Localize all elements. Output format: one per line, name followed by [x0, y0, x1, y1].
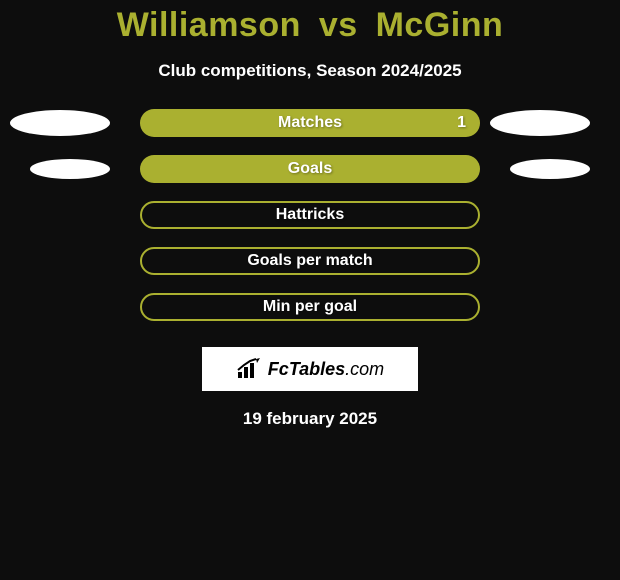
logo-box: FcTables.com — [202, 347, 418, 391]
logo-text: FcTables.com — [268, 359, 384, 380]
stat-pill: Goals — [140, 155, 480, 183]
stat-row: Goals — [0, 155, 620, 183]
logo-bars-icon — [236, 358, 262, 380]
stat-label: Matches — [140, 114, 480, 132]
stat-label: Goals — [140, 160, 480, 178]
stat-label: Goals per match — [142, 252, 478, 270]
subtitle: Club competitions, Season 2024/2025 — [0, 61, 620, 81]
stat-label: Min per goal — [142, 298, 478, 316]
stats-rows: Matches1 Goals Hattricks Goals per match Min… — [0, 109, 620, 321]
stat-pill: Hattricks — [140, 201, 480, 229]
vs-label: vs — [319, 6, 358, 44]
date-label: 19 february 2025 — [0, 409, 620, 429]
stat-pill: Goals per match — [140, 247, 480, 275]
right-value-ellipse — [510, 159, 590, 179]
right-value-ellipse — [490, 110, 590, 136]
stat-value-right: 1 — [457, 114, 466, 132]
stat-pill: Matches1 — [140, 109, 480, 137]
left-value-ellipse — [10, 110, 110, 136]
player-right-name: McGinn — [376, 6, 504, 44]
stat-row: Goals per match — [0, 247, 620, 275]
stat-label: Hattricks — [142, 206, 478, 224]
left-value-ellipse — [30, 159, 110, 179]
page-title: Williamson vs McGinn — [0, 6, 620, 45]
stat-pill: Min per goal — [140, 293, 480, 321]
stat-row: Matches1 — [0, 109, 620, 137]
player-left-name: Williamson — [117, 6, 301, 44]
stat-row: Hattricks — [0, 201, 620, 229]
logo: FcTables.com — [236, 358, 384, 380]
comparison-card: Williamson vs McGinn Club competitions, … — [0, 0, 620, 429]
stat-row: Min per goal — [0, 293, 620, 321]
